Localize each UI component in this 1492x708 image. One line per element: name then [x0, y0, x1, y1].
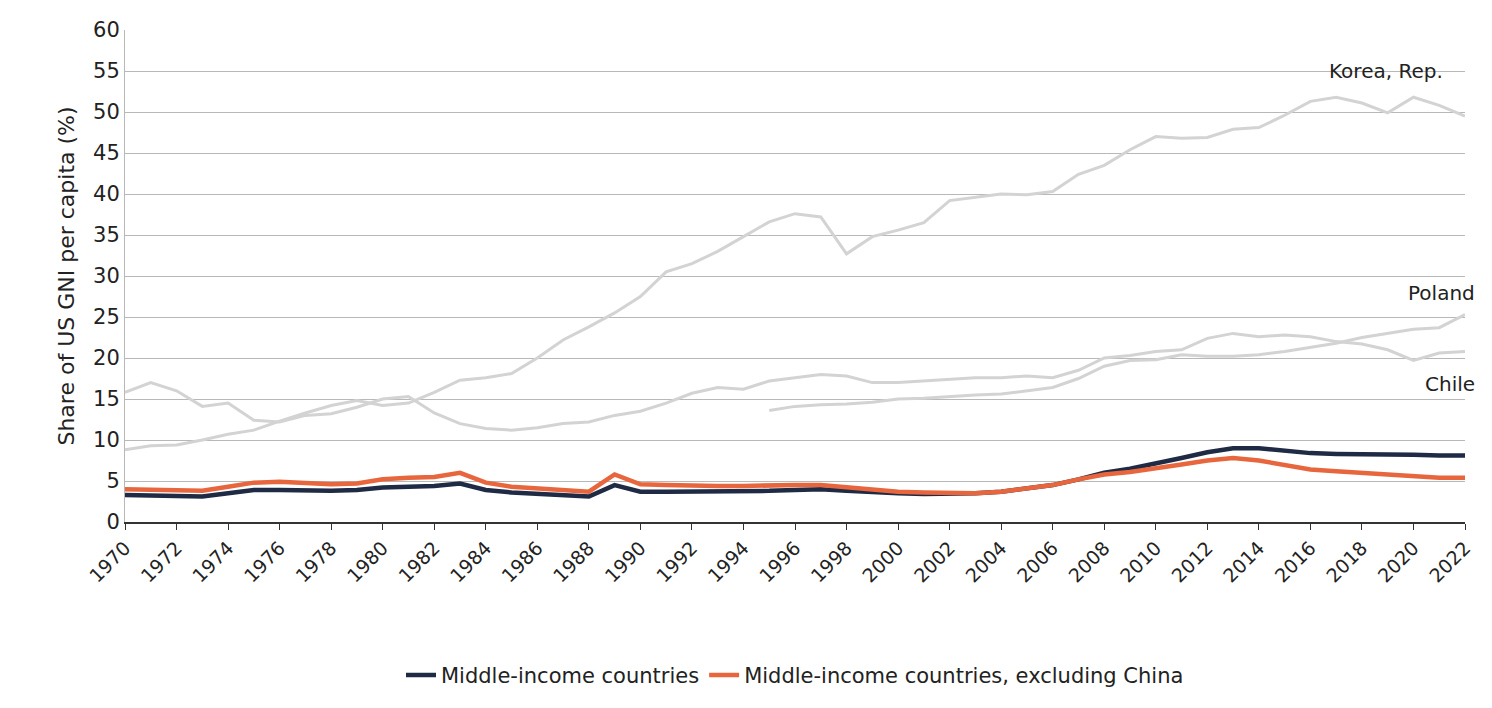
- svg-text:2014: 2014: [1219, 537, 1269, 587]
- svg-text:2018: 2018: [1322, 537, 1372, 587]
- svg-text:Korea, Rep.: Korea, Rep.: [1329, 59, 1443, 83]
- svg-text:Middle-income countries: Middle-income countries: [441, 664, 699, 688]
- svg-text:1984: 1984: [446, 537, 496, 587]
- svg-text:60: 60: [93, 18, 120, 42]
- svg-text:2000: 2000: [858, 537, 908, 587]
- svg-text:2008: 2008: [1064, 537, 1114, 587]
- svg-text:1994: 1994: [703, 537, 753, 587]
- svg-text:35: 35: [93, 223, 120, 247]
- svg-text:1980: 1980: [342, 537, 392, 587]
- svg-text:45: 45: [93, 141, 120, 165]
- svg-text:2020: 2020: [1373, 537, 1423, 587]
- svg-text:1970: 1970: [85, 537, 135, 587]
- svg-text:1990: 1990: [600, 537, 650, 587]
- svg-text:2006: 2006: [1012, 537, 1062, 587]
- svg-text:1982: 1982: [394, 537, 444, 587]
- svg-text:2004: 2004: [961, 537, 1011, 587]
- svg-text:2002: 2002: [909, 537, 959, 587]
- svg-text:2012: 2012: [1167, 537, 1217, 587]
- svg-text:1996: 1996: [755, 537, 805, 587]
- svg-text:1972: 1972: [136, 537, 186, 587]
- svg-text:50: 50: [93, 100, 120, 124]
- svg-text:2016: 2016: [1270, 537, 1320, 587]
- svg-text:40: 40: [93, 182, 120, 206]
- svg-text:1998: 1998: [806, 537, 856, 587]
- svg-text:20: 20: [93, 346, 120, 370]
- svg-text:Chile: Chile: [1425, 372, 1475, 396]
- svg-text:25: 25: [93, 305, 120, 329]
- svg-text:1992: 1992: [652, 537, 702, 587]
- svg-text:Poland: Poland: [1408, 281, 1475, 305]
- svg-text:1988: 1988: [549, 537, 599, 587]
- svg-text:1974: 1974: [188, 537, 238, 587]
- svg-text:Middle-income countries, exclu: Middle-income countries, excluding China: [744, 664, 1183, 688]
- svg-text:55: 55: [93, 59, 120, 83]
- svg-text:1986: 1986: [497, 537, 547, 587]
- svg-text:2022: 2022: [1425, 537, 1475, 587]
- svg-text:1978: 1978: [291, 537, 341, 587]
- svg-text:0: 0: [106, 510, 119, 534]
- svg-text:5: 5: [106, 469, 119, 493]
- svg-text:10: 10: [93, 428, 120, 452]
- svg-text:15: 15: [93, 387, 120, 411]
- svg-text:2010: 2010: [1116, 537, 1166, 587]
- svg-text:1976: 1976: [239, 537, 289, 587]
- svg-text:Share of US GNI per capita (%): Share of US GNI per capita (%): [54, 106, 79, 445]
- svg-text:30: 30: [93, 264, 120, 288]
